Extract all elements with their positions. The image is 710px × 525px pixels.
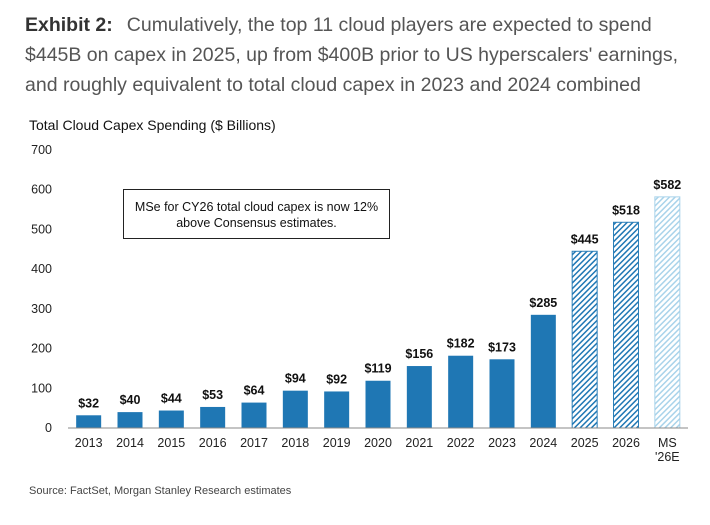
bar: [613, 221, 639, 429]
x-tick-label: 2017: [240, 436, 268, 450]
x-tick-label: 2014: [116, 436, 144, 450]
x-tick-label: 2016: [199, 436, 227, 450]
bar: [158, 410, 184, 428]
data-label: $182: [447, 337, 475, 351]
exhibit-heading: Exhibit 2: Cumulatively, the top 11 cloud…: [25, 10, 695, 100]
bar: [448, 355, 474, 428]
y-tick-label: 100: [31, 381, 52, 395]
bars: $32 $40 $44 $53 $64 $94 $92 $119 $156 $182 $173 $28…: [76, 178, 681, 429]
y-axis: 0 100 200 300 400 500 600 700: [31, 143, 52, 435]
data-label: $445: [571, 232, 599, 246]
bar: [489, 359, 515, 428]
bar: [241, 402, 267, 428]
x-tick-label: 2015: [157, 436, 185, 450]
bar: [324, 391, 350, 428]
x-tick-label: 2019: [323, 436, 351, 450]
bar: [530, 314, 556, 428]
data-label: $582: [653, 178, 681, 192]
data-label: $92: [326, 372, 347, 386]
data-label: $119: [364, 362, 391, 376]
data-label: $173: [488, 340, 516, 354]
y-tick-label: 300: [31, 302, 52, 316]
x-tick-label: 2021: [405, 436, 433, 450]
source-note: Source: FactSet, Morgan Stanley Research…: [29, 485, 292, 497]
x-tick-label: 2024: [529, 436, 557, 450]
y-tick-label: 400: [31, 262, 52, 276]
data-label: $53: [202, 388, 223, 402]
data-label: $94: [285, 372, 306, 386]
exhibit-text: Cumulatively, the top 11 cloud players a…: [25, 14, 679, 96]
x-tick-label: 2022: [447, 436, 475, 450]
x-tick-label: 2025: [571, 436, 599, 450]
data-label: $285: [529, 296, 557, 310]
y-tick-label: 600: [31, 183, 52, 197]
x-tick-label: 2020: [364, 436, 392, 450]
x-tick-label: 2026: [612, 436, 640, 450]
chart-title: Total Cloud Capex Spending ($ Billions): [29, 117, 276, 133]
y-tick-label: 0: [45, 421, 52, 435]
y-tick-label: 700: [31, 143, 52, 157]
bar: [406, 366, 432, 428]
bar: [571, 250, 598, 429]
x-tick-label: MS '26E: [655, 436, 680, 464]
exhibit-label: Exhibit 2:: [25, 14, 113, 36]
data-label: $156: [405, 347, 433, 361]
bar: [365, 380, 391, 428]
data-label: $32: [78, 396, 99, 410]
callout-annotation: MSe for CY26 total cloud capex is now 12…: [123, 189, 390, 239]
x-axis: 2013 2014 2015 2016 2017 2018 2019 2020 2021 2022…: [68, 427, 688, 464]
x-tick-label: 2023: [488, 436, 516, 450]
bar: [117, 412, 143, 428]
y-tick-label: 500: [31, 222, 52, 236]
bar: [76, 415, 102, 428]
data-label: $64: [244, 384, 265, 398]
bar: [654, 196, 681, 429]
x-tick-label: 2018: [281, 436, 309, 450]
bar: [200, 406, 226, 428]
data-label: $44: [161, 392, 182, 406]
bar: [282, 390, 308, 428]
data-label: $518: [612, 203, 640, 217]
y-tick-label: 200: [31, 342, 52, 356]
data-label: $40: [120, 393, 141, 407]
x-tick-label: 2013: [75, 436, 103, 450]
